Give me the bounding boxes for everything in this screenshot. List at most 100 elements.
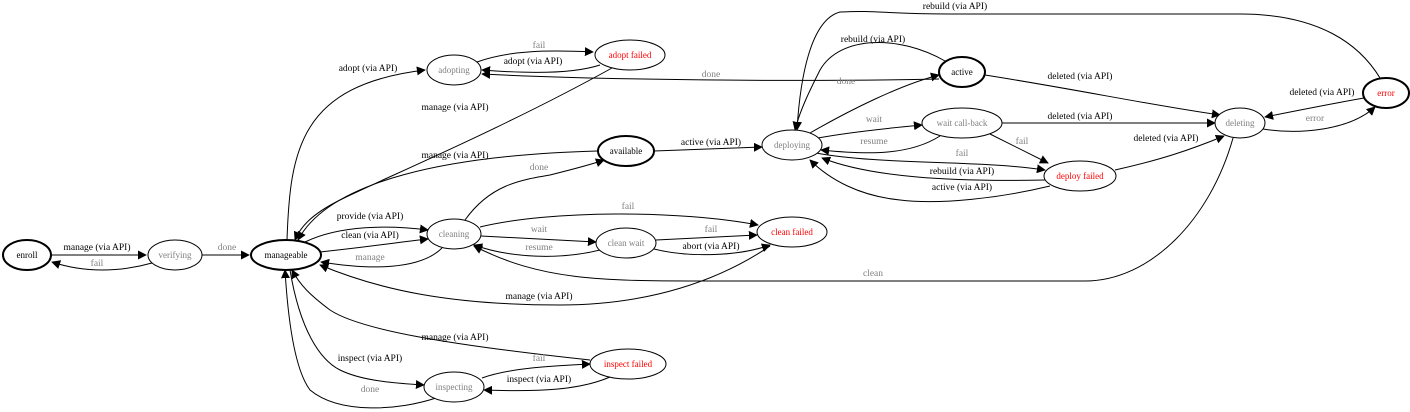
edge-line: [1262, 106, 1376, 132]
edge-line: [792, 42, 946, 131]
edge-inspecting-to-manageable: done: [280, 269, 437, 409]
edge-label: rebuild (via API): [841, 34, 905, 45]
edge-line: [304, 224, 429, 243]
edge-label: wait: [531, 225, 548, 235]
edge-label: manage (via API): [63, 242, 130, 253]
edge-active-to-deploying: rebuild (via API): [792, 34, 946, 131]
edge-inspect_failed-to-manageable: manage (via API): [291, 269, 591, 361]
edge-label: done: [361, 385, 379, 395]
edge-line: [320, 247, 443, 268]
state-label: verifying: [159, 250, 192, 260]
state-ellipse: [423, 371, 485, 403]
edge-line: [483, 376, 611, 395]
edge-line: [792, 10, 1381, 131]
edge-line: [817, 121, 923, 139]
state-label: inspecting: [436, 382, 473, 392]
edge-label: fail: [91, 258, 104, 269]
state-label: deploy failed: [1056, 171, 1104, 181]
edge-manageable-to-cleaning: provide (via API): [304, 211, 429, 243]
edge-label: provide (via API): [337, 211, 404, 222]
edge-clean_wait-to-clean_failed: fail: [655, 224, 758, 241]
edge-line: [51, 260, 153, 271]
nodes: enroll verifying manageable adopting adopt f…: [2, 39, 1410, 403]
edge-line: [480, 235, 597, 247]
edge-label: manage (via API): [505, 291, 572, 302]
edge-label: inspect (via API): [507, 374, 571, 385]
edge-label: active (via API): [932, 182, 992, 193]
state-ellipse: [1043, 160, 1117, 192]
edge-label: manage: [355, 253, 385, 263]
edge-line: [821, 156, 1046, 181]
edge-line: [809, 159, 1051, 203]
edge-cleaning-to-clean_wait: wait: [480, 225, 597, 247]
edge-manageable-to-adopting: adopt (via API): [286, 63, 426, 241]
edge-label: inspect (via API): [338, 353, 402, 364]
edge-deploy_failed-to-deploying: rebuild (via API): [821, 156, 1046, 181]
edge-line: [473, 243, 601, 257]
edge-label: resume: [860, 137, 887, 147]
edge-label: deleted (via API): [1048, 111, 1113, 122]
edge-inspect_failed-to-inspecting: inspect (via API): [483, 374, 611, 395]
state-ellipse: [2, 239, 52, 271]
edge-adopt_failed-to-adopting: adopt (via API): [481, 56, 601, 76]
edge-clean_wait-to-cleaning: resume: [473, 243, 601, 257]
edge-line: [476, 47, 594, 63]
state-ellipse: [426, 54, 482, 86]
state-label: available: [610, 146, 642, 156]
edge-deploy_failed-to-deleting: deleted (via API): [1114, 133, 1225, 171]
edge-label: fail: [705, 224, 718, 235]
edge-label: deleted (via API): [1134, 133, 1199, 144]
edge-line: [297, 150, 599, 241]
edge-label: done: [218, 243, 236, 253]
edge-manageable-to-inspecting: inspect (via API): [289, 269, 425, 390]
state-ellipse: [1362, 77, 1410, 109]
edge-label: fail: [622, 201, 635, 212]
state-label: deleting: [1226, 118, 1255, 128]
edge-label: adopt (via API): [339, 63, 398, 74]
state-label: inspect failed: [604, 359, 653, 369]
state-label: clean wait: [608, 238, 645, 248]
edge-label: abort (via API): [683, 241, 740, 252]
edge-label: deleted (via API): [1048, 71, 1113, 82]
state-label: clean failed: [771, 227, 813, 237]
edge-clean_wait-to-clean_failed: abort (via API): [653, 241, 771, 256]
edge-line: [653, 243, 771, 256]
edge-line: [479, 213, 759, 228]
state-ellipse: [597, 135, 655, 167]
edge-label: manage (via API): [421, 102, 488, 113]
state-label: error: [1377, 88, 1395, 98]
edge-verifying-to-enroll: fail: [51, 258, 153, 271]
edge-line: [464, 158, 605, 221]
edge-line: [655, 230, 758, 241]
state-node-deploy-failed: deploy failed: [1043, 160, 1117, 192]
edge-adopting-to-adopt_failed: fail: [476, 40, 594, 63]
state-ellipse: [938, 56, 986, 88]
edge-deploying-to-deploy_failed: fail: [815, 148, 1046, 174]
edge-deleting-to-cleaning: clean: [473, 137, 1234, 282]
edge-line: [984, 74, 1221, 119]
edge-label: manage (via API): [421, 332, 488, 343]
edge-cleaning-to-manageable: manage: [320, 247, 443, 268]
state-label: adopting: [438, 65, 470, 75]
state-node-enroll: enroll: [2, 239, 52, 271]
edge-line: [289, 269, 425, 390]
state-node-deleting: deleting: [1214, 107, 1266, 139]
edge-label: wait: [866, 115, 883, 125]
edge-line: [481, 64, 601, 76]
edge-line: [473, 137, 1234, 282]
edge-label: rebuild (via API): [930, 166, 994, 177]
state-node-cleaning: cleaning: [426, 218, 482, 250]
edge-label: done: [837, 77, 855, 87]
edge-line: [291, 269, 591, 361]
edge-label: rebuild (via API): [923, 1, 987, 12]
state-node-verifying: verifying: [147, 239, 203, 271]
edge-line: [319, 235, 429, 253]
edge-line: [280, 269, 437, 409]
edge-line: [815, 152, 1046, 174]
edge-line: [481, 69, 940, 81]
edge-deleting-to-error: error: [1262, 106, 1376, 132]
state-label: active: [951, 67, 973, 77]
state-label: adopt failed: [609, 50, 652, 60]
edge-label: adopt (via API): [504, 56, 563, 67]
edge-label: clean: [863, 269, 883, 279]
